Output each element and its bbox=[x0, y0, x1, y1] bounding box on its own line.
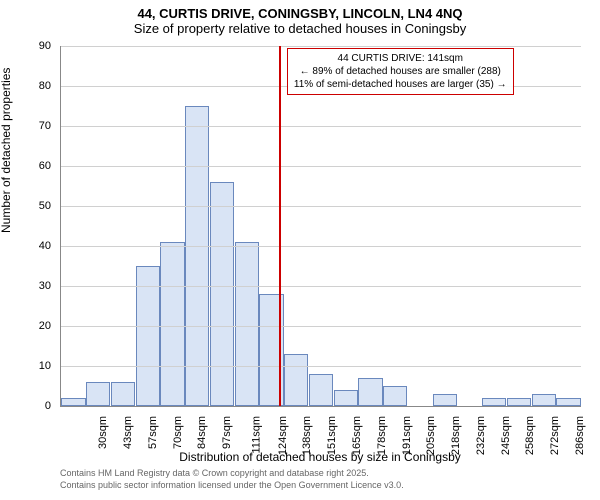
grid-line bbox=[61, 326, 581, 327]
y-tick-label: 60 bbox=[21, 160, 51, 172]
annotation-line: 44 CURTIS DRIVE: 141sqm bbox=[294, 52, 507, 65]
histogram-bar bbox=[383, 386, 407, 406]
y-tick-label: 40 bbox=[21, 240, 51, 252]
chart-title-line1: 44, CURTIS DRIVE, CONINGSBY, LINCOLN, LN… bbox=[0, 0, 600, 21]
footer-line2: Contains public sector information licen… bbox=[60, 480, 404, 492]
histogram-bar bbox=[210, 182, 234, 406]
y-tick-label: 80 bbox=[21, 80, 51, 92]
y-tick-labels: 0102030405060708090 bbox=[25, 46, 55, 406]
x-tick-label: 84sqm bbox=[196, 416, 208, 449]
chart-container: 44, CURTIS DRIVE, CONINGSBY, LINCOLN, LN… bbox=[0, 0, 600, 500]
histogram-bar bbox=[136, 266, 160, 406]
bars-group bbox=[61, 46, 581, 406]
x-tick-label: 57sqm bbox=[147, 416, 159, 449]
y-axis-label: Number of detached properties bbox=[0, 68, 13, 233]
reference-line bbox=[279, 46, 281, 406]
histogram-bar bbox=[507, 398, 531, 406]
annotation-line: 11% of semi-detached houses are larger (… bbox=[294, 78, 507, 91]
x-tick-label: 30sqm bbox=[97, 416, 109, 449]
y-tick-label: 70 bbox=[21, 120, 51, 132]
histogram-bar bbox=[111, 382, 135, 406]
grid-line bbox=[61, 366, 581, 367]
histogram-bar bbox=[309, 374, 333, 406]
histogram-bar bbox=[185, 106, 209, 406]
chart-plot-area: 44 CURTIS DRIVE: 141sqm← 89% of detached… bbox=[60, 46, 581, 407]
histogram-bar bbox=[334, 390, 358, 406]
x-tick-label: 70sqm bbox=[172, 416, 184, 449]
histogram-bar bbox=[532, 394, 556, 406]
grid-line bbox=[61, 126, 581, 127]
x-tick-label: 43sqm bbox=[122, 416, 134, 449]
footer-text: Contains HM Land Registry data © Crown c… bbox=[60, 468, 404, 491]
grid-line bbox=[61, 246, 581, 247]
chart-title-line2: Size of property relative to detached ho… bbox=[0, 21, 600, 38]
grid-line bbox=[61, 286, 581, 287]
histogram-bar bbox=[61, 398, 85, 406]
histogram-bar bbox=[556, 398, 580, 406]
grid-line bbox=[61, 46, 581, 47]
histogram-bar bbox=[433, 394, 457, 406]
y-tick-label: 50 bbox=[21, 200, 51, 212]
y-tick-label: 20 bbox=[21, 320, 51, 332]
y-tick-label: 30 bbox=[21, 280, 51, 292]
histogram-bar bbox=[160, 242, 184, 406]
y-tick-label: 0 bbox=[21, 400, 51, 412]
x-tick-label: 97sqm bbox=[221, 416, 233, 449]
annotation-box: 44 CURTIS DRIVE: 141sqm← 89% of detached… bbox=[287, 48, 514, 95]
histogram-bar bbox=[284, 354, 308, 406]
grid-line bbox=[61, 206, 581, 207]
histogram-bar bbox=[86, 382, 110, 406]
footer-line1: Contains HM Land Registry data © Crown c… bbox=[60, 468, 404, 480]
histogram-bar bbox=[482, 398, 506, 406]
x-axis-label: Distribution of detached houses by size … bbox=[60, 450, 580, 464]
grid-line bbox=[61, 166, 581, 167]
y-tick-label: 90 bbox=[21, 40, 51, 52]
x-tick-label: 111sqm bbox=[250, 416, 262, 454]
histogram-bar bbox=[358, 378, 382, 406]
y-tick-label: 10 bbox=[21, 360, 51, 372]
annotation-line: ← 89% of detached houses are smaller (28… bbox=[294, 65, 507, 78]
histogram-bar bbox=[235, 242, 259, 406]
